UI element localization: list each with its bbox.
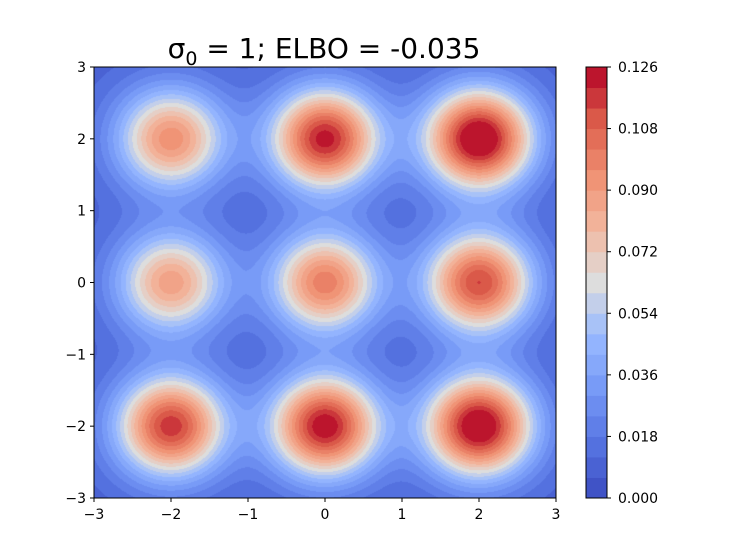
colorbar-band [586, 251, 607, 273]
x-tick-label: −2 [161, 507, 182, 523]
colorbar-tick-label: 0.126 [618, 60, 658, 76]
colorbar-band [586, 87, 607, 109]
colorbar-band [586, 67, 607, 89]
colorbar-tick-label: 0.018 [618, 429, 658, 445]
colorbar-band [586, 169, 607, 191]
colorbar-band [586, 477, 607, 499]
colorbar-axis: 0.000 0.018 0.036 0.054 0.072 0.090 0.108 0.126 [607, 60, 658, 507]
colorbar-band [586, 292, 607, 314]
colorbar-tick-label: 0.090 [618, 183, 658, 199]
colorbar-band [586, 190, 607, 212]
x-tick-label: 3 [552, 507, 561, 523]
colorbar-band [586, 313, 607, 335]
colorbar-tick-label: 0.054 [618, 306, 658, 322]
heatmap-layer [94, 67, 556, 498]
x-tick-label: 0 [321, 507, 330, 523]
colorbar-band [586, 231, 607, 253]
colorbar-band [586, 456, 607, 478]
density-contour-fill [94, 67, 556, 498]
colorbar-frame [585, 66, 608, 499]
colorbar-band [586, 374, 607, 396]
y-tick-label: 1 [77, 204, 86, 220]
y-axis: −3 −2 −1 0 1 2 3 [65, 60, 94, 507]
colorbar-band [586, 210, 607, 232]
colorbar-band [586, 149, 607, 171]
y-tick-label: −3 [65, 491, 86, 507]
x-tick-label: 1 [398, 507, 407, 523]
colorbar-tick-label: 0.000 [618, 491, 658, 507]
title-prefix: σ [168, 32, 186, 65]
y-tick-label: 3 [77, 60, 86, 76]
colorbar-tick-label: 0.036 [618, 368, 658, 384]
chart-title: σ0 = 1; ELBO = -0.035 [168, 32, 481, 70]
colorbar-band [586, 436, 607, 458]
x-axis: −3 −2 −1 0 1 2 3 [84, 498, 561, 523]
x-tick-label: −3 [84, 507, 105, 523]
colorbar-band [586, 333, 607, 355]
y-tick-label: −2 [65, 419, 86, 435]
title-suffix: = 1; ELBO = -0.035 [197, 32, 480, 65]
y-tick-label: −1 [65, 347, 86, 363]
x-tick-label: −1 [238, 507, 259, 523]
colorbar-tick-label: 0.072 [618, 245, 658, 261]
colorbar-band [586, 354, 607, 376]
y-tick-label: 0 [77, 276, 86, 292]
title-subscript: 0 [185, 48, 197, 70]
colorbar-tick-label: 0.108 [618, 122, 658, 138]
colorbar-band [586, 415, 607, 437]
colorbar-band [586, 395, 607, 417]
plot-area [93, 66, 557, 499]
colorbar-band [586, 272, 607, 294]
y-tick-label: 2 [77, 132, 86, 148]
x-tick-label: 2 [475, 507, 484, 523]
colorbar-band [586, 108, 607, 130]
colorbar [585, 66, 608, 499]
colorbar-band [586, 128, 607, 150]
